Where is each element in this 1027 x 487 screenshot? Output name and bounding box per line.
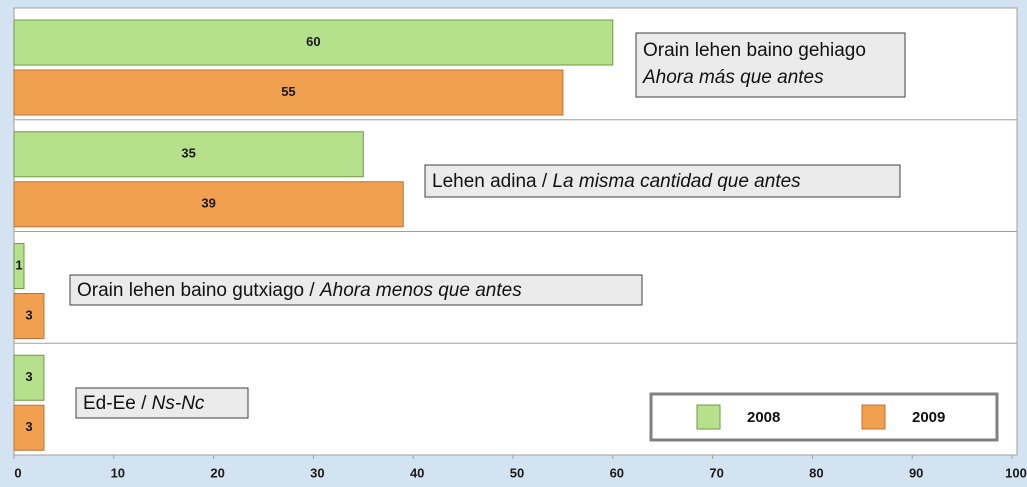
category-box [424,164,901,198]
category-label: Orain lehen baino gutxiago / Ahora menos… [77,280,522,301]
category-box [75,387,249,419]
legend-label: 2009 [912,409,945,426]
category-label-part: La misma cantidad que antes [552,171,801,192]
x-tick-label: 70 [709,465,723,480]
bar [13,404,45,451]
bar [13,354,45,401]
category-label-part: Lehen adina / [432,171,548,192]
legend-swatch [861,404,886,430]
category-label: Orain lehen baino gehiago [643,40,866,61]
category-label: Ed-Ee / Ns-Nc [83,393,205,414]
bar [13,293,45,339]
bar [13,131,364,178]
legend-label: 2008 [747,409,780,426]
category-label-part: Ns-Nc [152,393,205,414]
bar [13,181,404,228]
x-tick-label: 0 [14,465,21,480]
category-box [69,274,643,306]
x-tick-label: 20 [210,465,224,480]
x-tick-label: 10 [111,465,125,480]
data-label: 3 [25,307,32,322]
bar [13,69,564,116]
category-label-part: Orain lehen baino gutxiago / [77,280,315,301]
x-tick-label: 80 [809,465,823,480]
data-label: 3 [25,369,32,384]
data-label: 1 [15,257,22,272]
category-box [635,32,906,98]
data-label: 55 [281,84,295,99]
category-label-part: Ahora menos que antes [319,280,522,301]
bar [13,243,25,289]
data-label: 35 [181,146,195,161]
x-tick-label: 60 [610,465,624,480]
category-label: Lehen adina / La misma cantidad que ante… [432,171,801,192]
x-tick-label: 90 [909,465,923,480]
data-label: 39 [201,196,215,211]
bar [13,19,614,66]
x-tick-label: 30 [310,465,324,480]
data-label: 3 [25,419,32,434]
x-tick-label: 40 [410,465,424,480]
legend-swatch [696,404,721,430]
x-tick-label: 100 [1005,465,1027,480]
category-label-part: Ed-Ee / [83,393,147,414]
data-label: 60 [306,34,320,49]
category-label: Ahora más que antes [642,67,824,88]
x-tick-label: 50 [510,465,524,480]
